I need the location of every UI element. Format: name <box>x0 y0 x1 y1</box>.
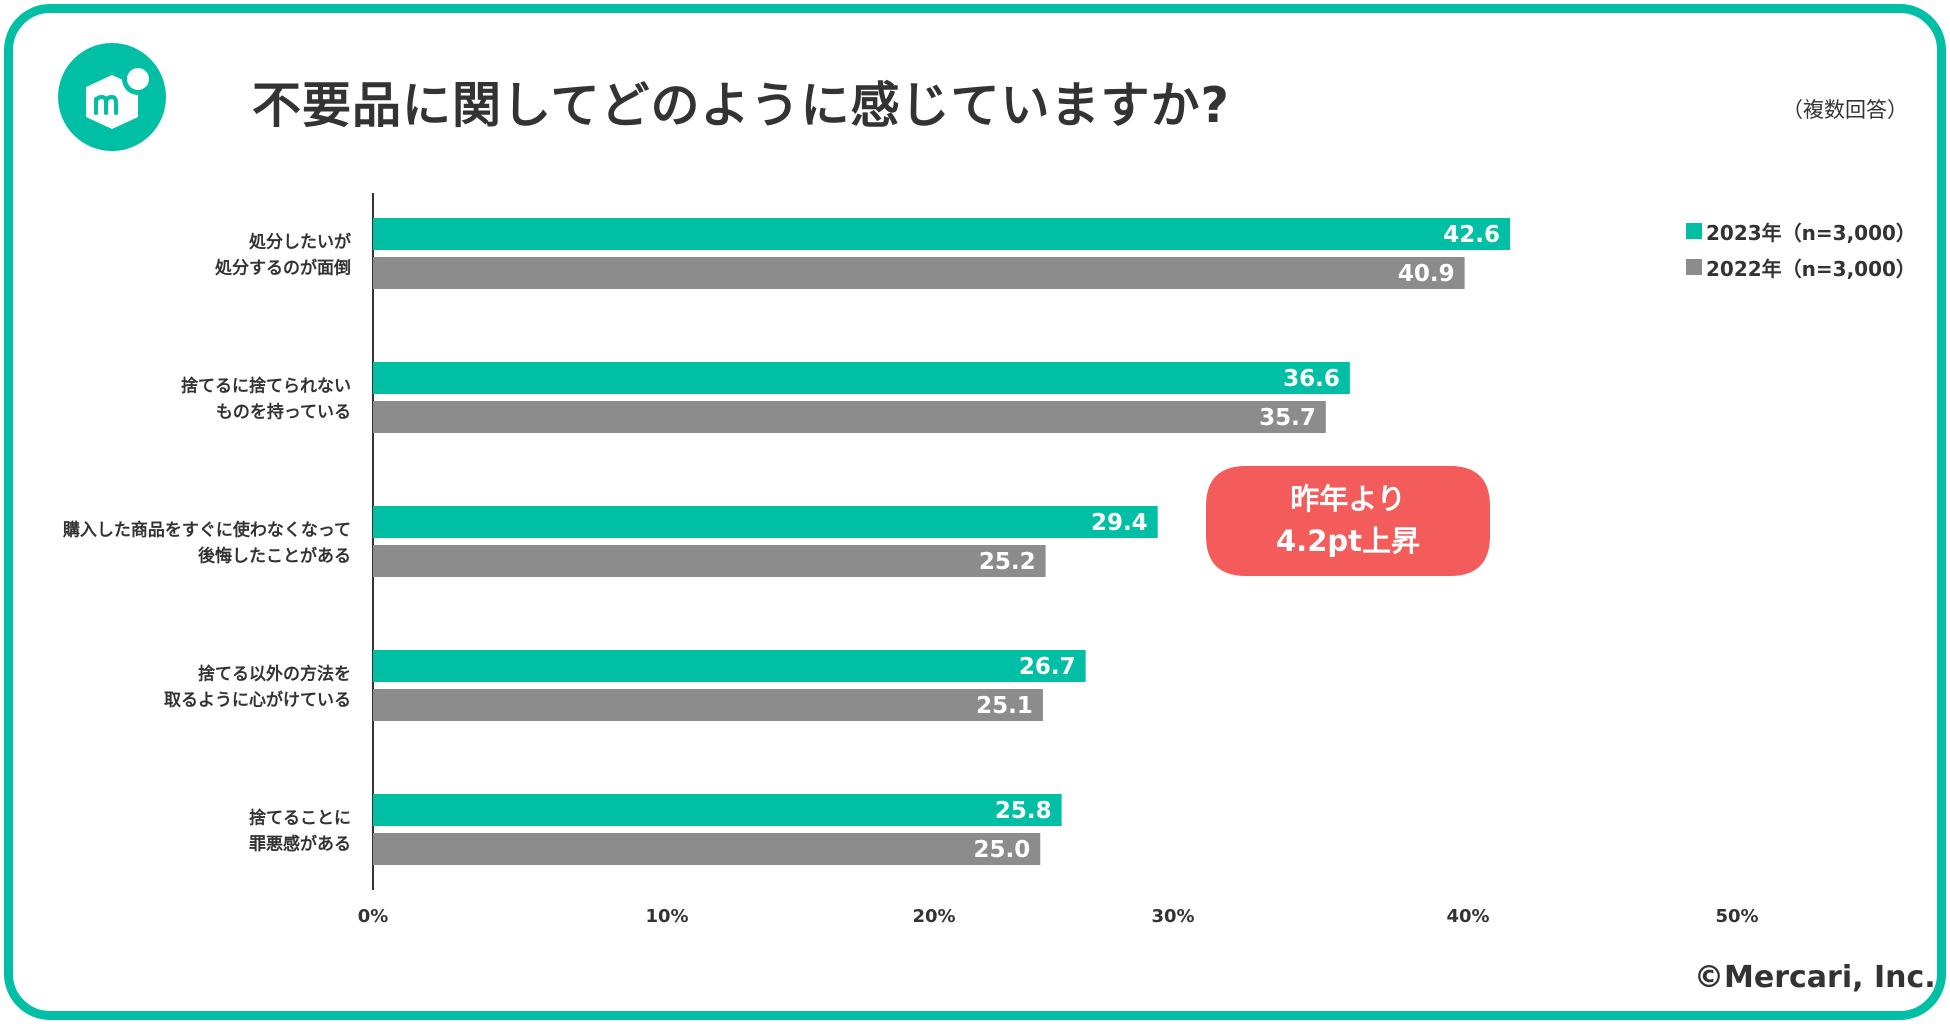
category-label-3-line-1: 取るように心がけている <box>164 690 351 711</box>
legend-item-2022: 2022年（n=3,000） <box>1686 249 1916 285</box>
page-title: 不要品に関してどのように感じていますか? <box>252 77 1230 134</box>
category-label-1-line-1: ものを持っている <box>216 402 351 423</box>
callout-text: 昨年より 4.2pt上昇 <box>1206 478 1490 562</box>
x-tick-label-2: 20% <box>912 906 955 927</box>
bar-2023-4 <box>373 794 1062 826</box>
value-label-2022-4: 25.0 <box>974 837 1031 863</box>
category-label-0-line-0: 処分したいが <box>248 232 351 253</box>
value-label-2022-0: 40.9 <box>1398 261 1455 287</box>
x-tick-label-4: 40% <box>1446 906 1489 927</box>
legend-label-2022: 2022年（n=3,000） <box>1706 256 1916 281</box>
category-label-0-line-1: 処分するのが面倒 <box>214 258 351 279</box>
category-label-4-line-0: 捨てることに <box>249 808 351 829</box>
callout-bubble <box>1206 466 1490 576</box>
x-tick-label-1: 10% <box>645 906 688 927</box>
value-label-2023-0: 42.6 <box>1443 222 1500 248</box>
x-tick-label-5: 50% <box>1715 906 1758 927</box>
value-label-2022-3: 25.1 <box>976 693 1033 719</box>
category-label-2-line-0: 購入した商品をすぐに使わなくなって <box>63 520 351 541</box>
callout-shape <box>1206 466 1490 576</box>
bar-2023-3 <box>373 650 1086 682</box>
bar-2022-0 <box>373 257 1465 289</box>
value-label-2023-3: 26.7 <box>1019 654 1076 680</box>
category-label-4-line-1: 罪悪感がある <box>249 834 351 855</box>
x-tick-label-3: 30% <box>1151 906 1194 927</box>
category-label-1-line-0: 捨てるに捨てられない <box>181 376 351 397</box>
bar-2022-4 <box>373 833 1041 865</box>
bar-2022-1 <box>373 401 1326 433</box>
legend-item-2023: 2023年（n=3,000） <box>1686 213 1916 249</box>
value-label-2022-1: 35.7 <box>1259 405 1316 431</box>
bar-2022-3 <box>373 689 1043 721</box>
value-label-2023-1: 36.6 <box>1283 366 1340 392</box>
bar-2023-2 <box>373 506 1158 538</box>
x-tick-label-0: 0% <box>358 906 389 927</box>
value-label-2023-4: 25.8 <box>995 798 1052 824</box>
callout-line-2: 4.2pt上昇 <box>1276 524 1420 558</box>
legend-swatch-2022 <box>1686 259 1702 275</box>
value-label-2023-2: 29.4 <box>1091 510 1148 536</box>
mercari-logo-icon <box>58 43 166 151</box>
callout-line-1: 昨年より <box>1290 482 1406 516</box>
copyright: ©Mercari, Inc. <box>1694 960 1936 995</box>
multiple-answer-note: （複数回答） <box>1782 98 1908 122</box>
bar-2022-2 <box>373 545 1046 577</box>
value-label-2022-2: 25.2 <box>979 549 1036 575</box>
bar-2023-0 <box>373 218 1510 250</box>
legend-swatch-2023 <box>1686 223 1702 239</box>
category-label-3-line-0: 捨てる以外の方法を <box>198 664 351 685</box>
category-label-2-line-1: 後悔したことがある <box>198 546 351 567</box>
legend-label-2023: 2023年（n=3,000） <box>1706 220 1916 245</box>
legend: 2023年（n=3,000） 2022年（n=3,000） <box>1686 213 1916 285</box>
bar-2023-1 <box>373 362 1350 394</box>
